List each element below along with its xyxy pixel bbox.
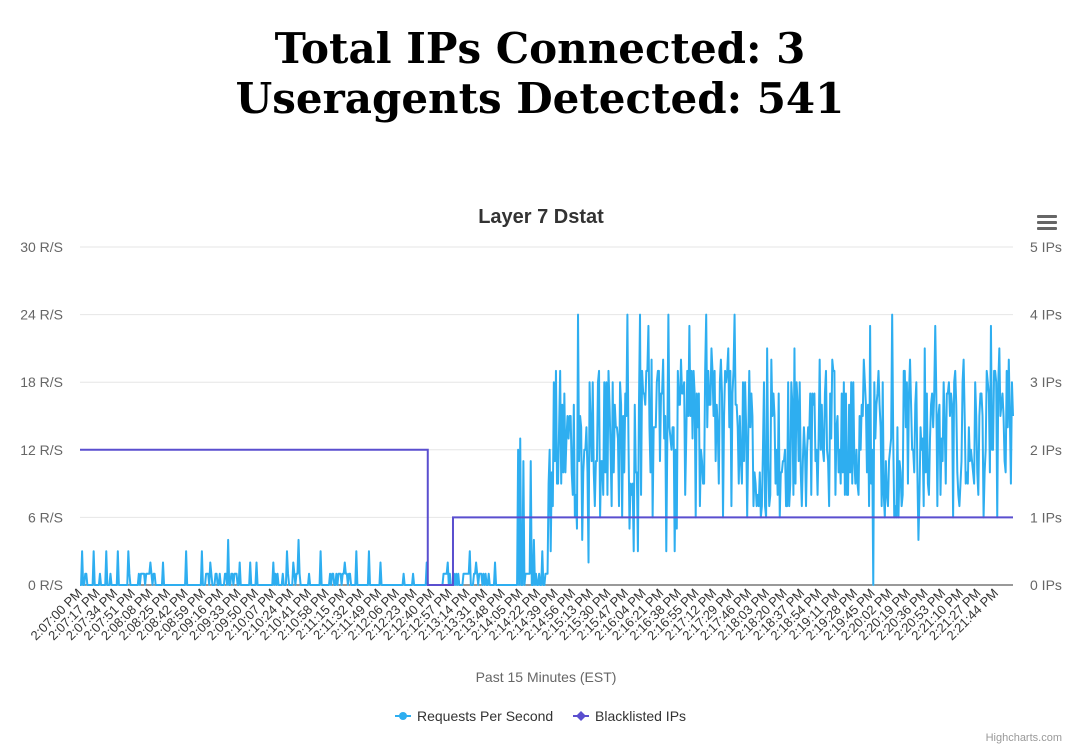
headline: Total IPs Connected: 3 Useragents Detect… <box>0 24 1080 124</box>
legend-item-requests[interactable]: Requests Per Second <box>395 708 553 724</box>
legend-diamond-icon <box>576 711 586 721</box>
right-tick-label: 0 IPs <box>1030 577 1062 593</box>
right-tick-label: 3 IPs <box>1030 374 1062 390</box>
left-tick-label: 12 R/S <box>20 442 63 458</box>
requests-per-second-line[interactable] <box>80 313 1014 586</box>
right-tick-label: 2 IPs <box>1030 442 1062 458</box>
blacklisted-ips-line[interactable] <box>80 448 1013 586</box>
menu-bar-icon <box>1037 227 1057 230</box>
left-tick-label: 6 R/S <box>28 509 63 525</box>
left-tick-label: 30 R/S <box>20 239 63 255</box>
left-tick-label: 24 R/S <box>20 307 63 323</box>
left-axis-labels: 0 R/S 6 R/S 12 R/S 18 R/S 24 R/S 30 R/S <box>20 239 63 593</box>
left-tick-label: 0 R/S <box>28 577 63 593</box>
legend-label: Requests Per Second <box>417 708 553 724</box>
highcharts-credit[interactable]: Highcharts.com <box>985 732 1062 744</box>
chart-menu-button[interactable] <box>1034 212 1060 234</box>
legend-item-blacklisted[interactable]: Blacklisted IPs <box>573 708 686 724</box>
right-tick-label: 5 IPs <box>1030 239 1062 255</box>
dstat-chart: Layer 7 Dstat 0 R/S 6 R/S 12 R/S 18 R/S 24 R… <box>20 206 1062 724</box>
legend-circle-icon <box>399 712 407 720</box>
right-tick-label: 1 IPs <box>1030 509 1062 525</box>
left-tick-label: 18 R/S <box>20 374 63 390</box>
total-ips-heading: Total IPs Connected: 3 <box>274 24 806 73</box>
plot-area <box>80 313 1014 586</box>
right-axis-labels: 0 IPs 1 IPs 2 IPs 3 IPs 4 IPs 5 IPs <box>1030 239 1062 593</box>
legend[interactable]: Requests Per Second Blacklisted IPs <box>395 708 686 724</box>
x-axis-title: Past 15 Minutes (EST) <box>476 669 617 685</box>
chart-title: Layer 7 Dstat <box>478 206 604 228</box>
right-tick-label: 4 IPs <box>1030 307 1062 323</box>
x-axis-labels: 2:07:00 PM2:07:17 PM2:07:34 PM2:07:51 PM… <box>27 586 1001 644</box>
menu-bar-icon <box>1037 221 1057 224</box>
useragents-heading: Useragents Detected: 541 <box>235 74 845 123</box>
legend-label: Blacklisted IPs <box>595 708 686 724</box>
menu-bar-icon <box>1037 215 1057 218</box>
